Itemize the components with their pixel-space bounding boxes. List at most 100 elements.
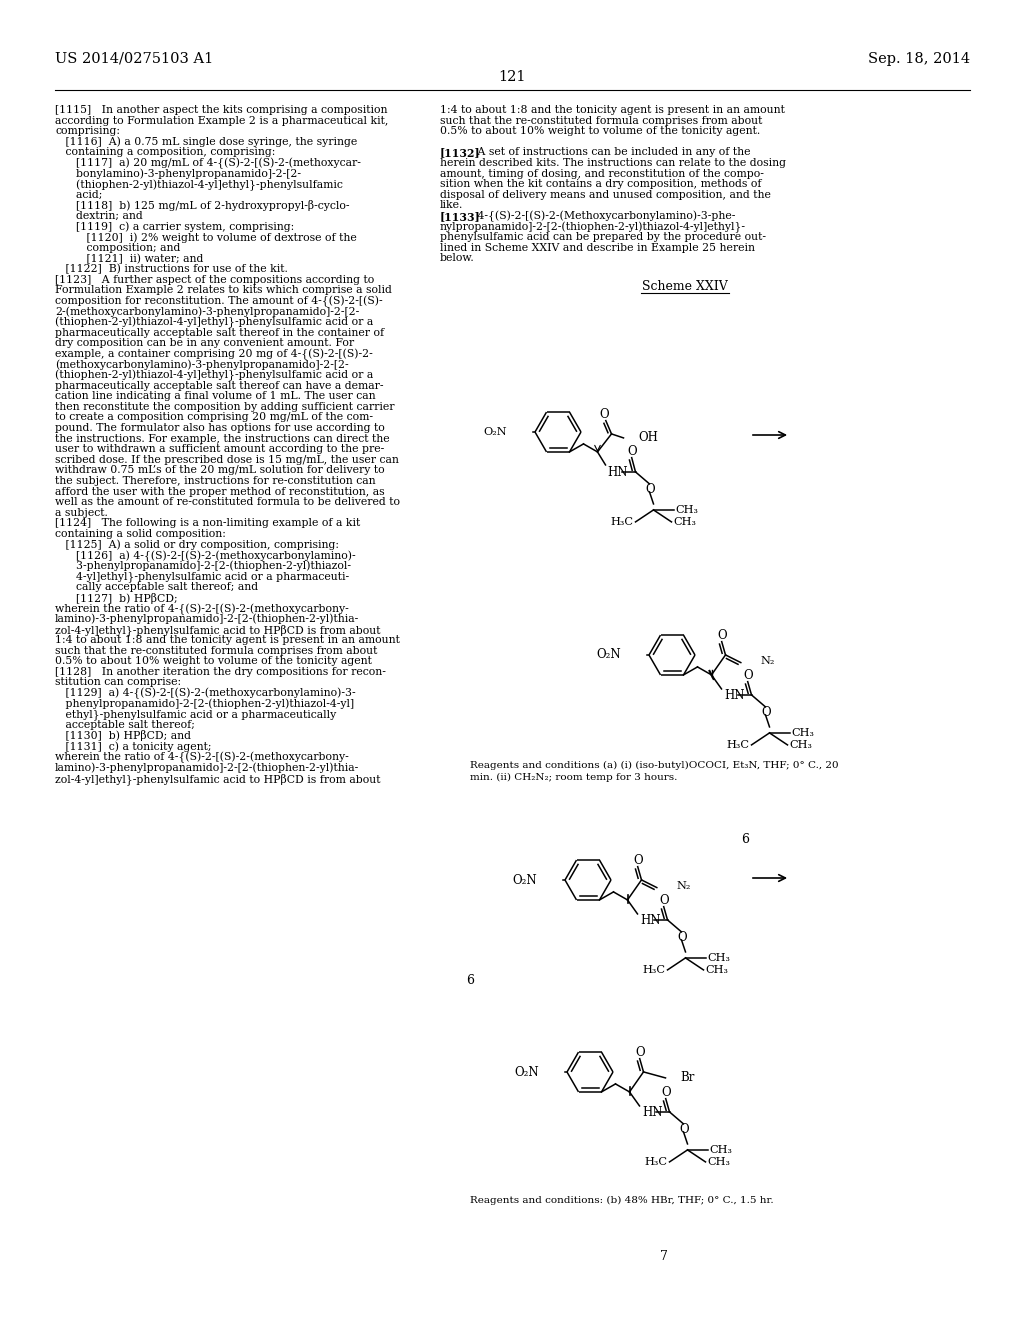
Text: [1125]  A) a solid or dry composition, comprising:: [1125] A) a solid or dry composition, co…: [55, 540, 339, 550]
Text: O: O: [659, 895, 670, 907]
Text: HN: HN: [642, 1106, 663, 1119]
Text: min. (ii) CH₂N₂; room temp for 3 hours.: min. (ii) CH₂N₂; room temp for 3 hours.: [470, 772, 677, 781]
Text: [1133]: [1133]: [440, 211, 480, 222]
Text: a subject.: a subject.: [55, 508, 108, 517]
Text: O: O: [634, 854, 643, 867]
Text: 6: 6: [466, 974, 474, 986]
Text: according to Formulation Example 2 is a pharmaceutical kit,: according to Formulation Example 2 is a …: [55, 116, 388, 125]
Text: withdraw 0.75 mL’s of the 20 mg/mL solution for delivery to: withdraw 0.75 mL’s of the 20 mg/mL solut…: [55, 466, 385, 475]
Text: O: O: [646, 483, 655, 496]
Text: then reconstitute the composition by adding sufficient carrier: then reconstitute the composition by add…: [55, 401, 394, 412]
Text: bonylamino)-3-phenylpropanamido]-2-[2-: bonylamino)-3-phenylpropanamido]-2-[2-: [55, 169, 301, 180]
Text: scribed dose. If the prescribed dose is 15 mg/mL, the user can: scribed dose. If the prescribed dose is …: [55, 455, 399, 465]
Text: dextrin; and: dextrin; and: [55, 211, 142, 220]
Text: 4-yl]ethyl}-phenylsulfamic acid or a pharmaceuti-: 4-yl]ethyl}-phenylsulfamic acid or a pha…: [55, 572, 349, 582]
Text: wherein the ratio of 4-{(S)-2-[(S)-2-(methoxycarbony-: wherein the ratio of 4-{(S)-2-[(S)-2-(me…: [55, 751, 349, 763]
Text: Scheme XXIV: Scheme XXIV: [642, 280, 728, 293]
Text: [1131]  c) a tonicity agent;: [1131] c) a tonicity agent;: [55, 741, 212, 751]
Text: example, a container comprising 20 mg of 4-{(S)-2-[(S)-2-: example, a container comprising 20 mg of…: [55, 348, 373, 360]
Text: CH₃: CH₃: [708, 1156, 730, 1167]
Text: cation line indicating a final volume of 1 mL. The user can: cation line indicating a final volume of…: [55, 391, 376, 401]
Text: 1:4 to about 1:8 and the tonicity agent is present in an amount: 1:4 to about 1:8 and the tonicity agent …: [440, 106, 784, 115]
Text: lamino)-3-phenylpropanamido]-2-[2-(thiophen-2-yl)thia-: lamino)-3-phenylpropanamido]-2-[2-(thiop…: [55, 762, 359, 772]
Text: CH₃: CH₃: [710, 1144, 732, 1155]
Text: O: O: [762, 706, 771, 719]
Text: US 2014/0275103 A1: US 2014/0275103 A1: [55, 51, 213, 66]
Text: containing a solid composition:: containing a solid composition:: [55, 529, 226, 539]
Text: comprising:: comprising:: [55, 127, 120, 136]
Text: HN: HN: [607, 466, 628, 479]
Text: pharmaceutically acceptable salt thereof in the container of: pharmaceutically acceptable salt thereof…: [55, 327, 384, 338]
Text: [1130]  b) HPβCD; and: [1130] b) HPβCD; and: [55, 730, 191, 742]
Text: zol-4-yl]ethyl}-phenylsulfamic acid to HPβCD is from about: zol-4-yl]ethyl}-phenylsulfamic acid to H…: [55, 624, 381, 636]
Text: [1119]  c) a carrier system, comprising:: [1119] c) a carrier system, comprising:: [55, 222, 294, 232]
Text: pharmaceutically acceptable salt thereof can have a demar-: pharmaceutically acceptable salt thereof…: [55, 380, 384, 391]
Text: O: O: [662, 1086, 672, 1100]
Text: containing a composition, comprising:: containing a composition, comprising:: [55, 148, 275, 157]
Text: phenylpropanamido]-2-[2-(thiophen-2-yl)thiazol-4-yl]: phenylpropanamido]-2-[2-(thiophen-2-yl)t…: [55, 698, 354, 709]
Text: N₂: N₂: [761, 656, 775, 665]
Text: acceptable salt thereof;: acceptable salt thereof;: [55, 719, 195, 730]
Text: [1129]  a) 4-{(S)-2-[(S)-2-(methoxycarbonylamino)-3-: [1129] a) 4-{(S)-2-[(S)-2-(methoxycarbon…: [55, 688, 355, 700]
Text: [1126]  a) 4-{(S)-2-[(S)-2-(methoxycarbonylamino)-: [1126] a) 4-{(S)-2-[(S)-2-(methoxycarbon…: [55, 550, 355, 561]
Text: 7: 7: [659, 1250, 668, 1263]
Text: O₂N: O₂N: [512, 874, 537, 887]
Text: afford the user with the proper method of reconstitution, as: afford the user with the proper method o…: [55, 487, 385, 496]
Text: O: O: [600, 408, 609, 421]
Text: such that the re-constituted formula comprises from about: such that the re-constituted formula com…: [440, 116, 763, 125]
Text: [1123]   A further aspect of the compositions according to: [1123] A further aspect of the compositi…: [55, 275, 374, 285]
Text: amount, timing of dosing, and reconstitution of the compo-: amount, timing of dosing, and reconstitu…: [440, 169, 764, 178]
Text: Formulation Example 2 relates to kits which comprise a solid: Formulation Example 2 relates to kits wh…: [55, 285, 392, 296]
Text: to create a composition comprising 20 mg/mL of the com-: to create a composition comprising 20 mg…: [55, 412, 373, 422]
Text: disposal of delivery means and unused composition, and the: disposal of delivery means and unused co…: [440, 190, 771, 199]
Text: HN: HN: [640, 915, 662, 928]
Text: [1116]  A) a 0.75 mL single dose syringe, the syringe: [1116] A) a 0.75 mL single dose syringe,…: [55, 137, 357, 148]
Text: such that the re-constituted formula comprises from about: such that the re-constituted formula com…: [55, 645, 378, 656]
Text: CH₃: CH₃: [708, 953, 730, 962]
Text: CH₃: CH₃: [676, 506, 698, 515]
Text: Br: Br: [681, 1072, 695, 1085]
Text: [1117]  a) 20 mg/mL of 4-{(S)-2-[(S)-2-(methoxycar-: [1117] a) 20 mg/mL of 4-{(S)-2-[(S)-2-(m…: [55, 158, 360, 169]
Text: O: O: [678, 932, 687, 944]
Text: [1127]  b) HPβCD;: [1127] b) HPβCD;: [55, 593, 177, 603]
Text: zol-4-yl]ethyl}-phenylsulfamic acid to HPβCD is from about: zol-4-yl]ethyl}-phenylsulfamic acid to H…: [55, 772, 381, 784]
Text: CH₃: CH₃: [792, 727, 814, 738]
Text: cally acceptable salt thereof; and: cally acceptable salt thereof; and: [55, 582, 258, 591]
Text: O: O: [680, 1123, 689, 1137]
Text: N₂: N₂: [677, 880, 691, 891]
Text: lamino)-3-phenylpropanamido]-2-[2-(thiophen-2-yl)thia-: lamino)-3-phenylpropanamido]-2-[2-(thiop…: [55, 614, 359, 624]
Text: Reagents and conditions (a) (i) (iso-butyl)OCOCI, Et₃N, THF; 0° C., 20: Reagents and conditions (a) (i) (iso-but…: [470, 760, 839, 770]
Text: dry composition can be in any convenient amount. For: dry composition can be in any convenient…: [55, 338, 354, 348]
Text: [1132]: [1132]: [440, 148, 480, 158]
Text: sition when the kit contains a dry composition, methods of: sition when the kit contains a dry compo…: [440, 180, 762, 189]
Text: wherein the ratio of 4-{(S)-2-[(S)-2-(methoxycarbony-: wherein the ratio of 4-{(S)-2-[(S)-2-(me…: [55, 603, 349, 615]
Text: O: O: [636, 1047, 645, 1060]
Text: stitution can comprise:: stitution can comprise:: [55, 677, 181, 688]
Text: CH₃: CH₃: [790, 741, 812, 750]
Text: [1124]   The following is a non-limiting example of a kit: [1124] The following is a non-limiting e…: [55, 519, 360, 528]
Text: nylpropanamido]-2-[2-(thiophen-2-yl)thiazol-4-yl]ethyl}-: nylpropanamido]-2-[2-(thiophen-2-yl)thia…: [440, 222, 746, 232]
Text: O: O: [628, 445, 637, 458]
Text: [1121]  ii) water; and: [1121] ii) water; and: [55, 253, 204, 264]
Text: [1115]   In another aspect the kits comprising a composition: [1115] In another aspect the kits compri…: [55, 106, 387, 115]
Text: Sep. 18, 2014: Sep. 18, 2014: [868, 51, 970, 66]
Text: 4-{(S)-2-[(S)-2-(Methoxycarbonylamino)-3-phe-: 4-{(S)-2-[(S)-2-(Methoxycarbonylamino)-3…: [468, 211, 736, 222]
Text: the instructions. For example, the instructions can direct the: the instructions. For example, the instr…: [55, 433, 389, 444]
Text: 0.5% to about 10% weight to volume of the tonicity agent.: 0.5% to about 10% weight to volume of th…: [440, 127, 760, 136]
Text: A set of instructions can be included in any of the: A set of instructions can be included in…: [468, 148, 751, 157]
Text: Reagents and conditions: (b) 48% HBr, THF; 0° C., 1.5 hr.: Reagents and conditions: (b) 48% HBr, TH…: [470, 1196, 773, 1205]
Text: CH₃: CH₃: [706, 965, 728, 975]
Text: O: O: [718, 630, 727, 643]
Text: HN: HN: [725, 689, 745, 702]
Text: O: O: [743, 669, 754, 682]
Text: (methoxycarbonylamino)-3-phenylpropanamido]-2-[2-: (methoxycarbonylamino)-3-phenylpropanami…: [55, 359, 348, 370]
Text: (thiophen-2-yl)thiazol-4-yl]ethyl}-phenylsulfamic: (thiophen-2-yl)thiazol-4-yl]ethyl}-pheny…: [55, 180, 343, 190]
Text: phenylsulfamic acid can be prepared by the procedure out-: phenylsulfamic acid can be prepared by t…: [440, 232, 766, 242]
Text: H₃C: H₃C: [642, 965, 666, 975]
Text: the subject. Therefore, instructions for re-constitution can: the subject. Therefore, instructions for…: [55, 477, 376, 486]
Text: O₂N: O₂N: [483, 426, 507, 437]
Text: 6: 6: [741, 833, 750, 846]
Text: [1118]  b) 125 mg/mL of 2-hydroxypropyl-β-cyclo-: [1118] b) 125 mg/mL of 2-hydroxypropyl-β…: [55, 201, 349, 211]
Text: (thiophen-2-yl)thiazol-4-yl]ethyl}-phenylsulfamic acid or a: (thiophen-2-yl)thiazol-4-yl]ethyl}-pheny…: [55, 370, 374, 381]
Text: well as the amount of re-constituted formula to be delivered to: well as the amount of re-constituted for…: [55, 498, 400, 507]
